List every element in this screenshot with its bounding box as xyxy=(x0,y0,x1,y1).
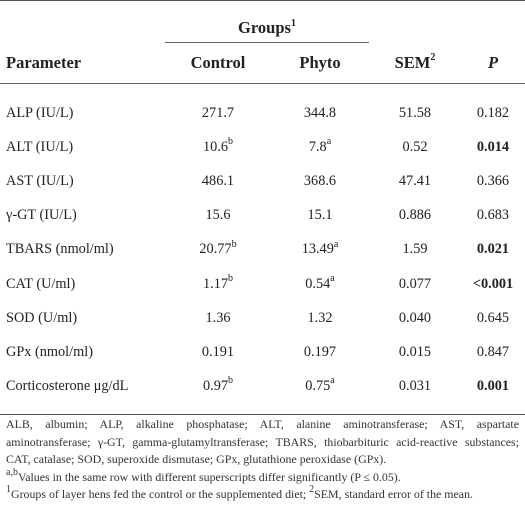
cell-sem: 1.59 xyxy=(402,241,428,258)
header-p: P xyxy=(487,52,499,72)
table-row: TBARS (nmol/ml) 20.77b 13.49a 1.59 0.021 xyxy=(0,233,525,267)
cell-p-value: 0.182 xyxy=(476,104,510,121)
cell-control: 1.36 xyxy=(205,309,231,326)
cell-sem: 47.41 xyxy=(398,172,432,189)
cell-control: 10.6b xyxy=(202,136,234,155)
cell-phyto: 1.32 xyxy=(307,309,333,326)
cell-p-value: 0.014 xyxy=(476,138,510,155)
cell-parameter: SOD (U/ml) xyxy=(6,309,78,326)
cell-parameter: CAT (U/ml) xyxy=(6,275,76,292)
groups-header-row: Groups1 xyxy=(0,0,525,43)
cell-phyto: 0.197 xyxy=(303,343,337,360)
cell-control: 0.191 xyxy=(201,343,235,360)
groups-and-sem-note: 1Groups of layer hens fed the control or… xyxy=(6,484,473,502)
groups-header: Groups1 xyxy=(165,0,369,43)
cell-parameter: GPx (nmol/ml) xyxy=(6,343,93,360)
cell-parameter: ALT (IU/L) xyxy=(6,138,74,155)
cell-sem: 0.52 xyxy=(402,138,428,155)
results-table: Groups1 Parameter Control Phyto SEM2 P A… xyxy=(0,0,525,415)
table-row: γ-GT (IU/L) 15.6 15.1 0.886 0.683 xyxy=(0,199,525,233)
cell-phyto: 0.54a xyxy=(305,272,335,292)
header-parameter: Parameter xyxy=(6,52,82,72)
cell-sem: 0.077 xyxy=(398,275,432,292)
cell-p-value: 0.001 xyxy=(476,378,510,395)
cell-parameter: Corticosterone μg/dL xyxy=(6,378,129,395)
table-row: GPx (nmol/ml) 0.191 0.197 0.015 0.847 xyxy=(0,335,525,369)
cell-control: 486.1 xyxy=(201,172,235,189)
cell-phyto: 7.8a xyxy=(308,136,332,155)
cell-sem: 0.886 xyxy=(398,207,432,224)
table-row: AST (IU/L) 486.1 368.6 47.41 0.366 xyxy=(0,164,525,198)
cell-parameter: ALP (IU/L) xyxy=(6,104,74,121)
cell-control: 271.7 xyxy=(201,104,235,121)
abbreviations-note: ALB, albumin; ALP, alkaline phosphatase;… xyxy=(6,417,519,467)
cell-phyto: 0.75a xyxy=(305,375,335,395)
table-footnotes: ALB, albumin; ALP, alkaline phosphatase;… xyxy=(6,416,519,504)
cell-sem: 0.015 xyxy=(398,343,432,360)
cell-control: 15.6 xyxy=(205,207,231,224)
table-row: ALP (IU/L) 271.7 344.8 51.58 0.182 xyxy=(0,96,525,130)
cell-p-value: 0.847 xyxy=(476,343,510,360)
cell-parameter: γ-GT (IU/L) xyxy=(6,207,77,224)
cell-parameter: AST (IU/L) xyxy=(6,172,74,189)
cell-phyto: 13.49a xyxy=(301,238,339,258)
cell-control: 1.17b xyxy=(202,272,234,292)
cell-p-value: 0.683 xyxy=(476,207,510,224)
cell-phyto: 368.6 xyxy=(303,172,337,189)
header-control: Control xyxy=(190,53,246,72)
significance-note: a,bValues in the same row with different… xyxy=(6,466,401,484)
cell-p-value: 0.645 xyxy=(476,309,510,326)
cell-control: 0.97b xyxy=(202,375,234,395)
cell-sem: 0.031 xyxy=(398,378,432,395)
column-header-row: Parameter Control Phyto SEM2 P xyxy=(0,43,525,84)
cell-parameter: TBARS (nmol/ml) xyxy=(6,241,114,258)
header-phyto: Phyto xyxy=(299,53,341,72)
cell-sem: 0.040 xyxy=(398,309,432,326)
cell-control: 20.77b xyxy=(199,238,237,258)
table-row: ALT (IU/L) 10.6b 7.8a 0.52 0.014 xyxy=(0,130,525,164)
cell-p-value: 0.366 xyxy=(476,172,510,189)
table-row: SOD (U/ml) 1.36 1.32 0.040 0.645 xyxy=(0,301,525,335)
table-row: CAT (U/ml) 1.17b 0.54a 0.077 <0.001 xyxy=(0,267,525,301)
header-sem: SEM2 xyxy=(394,52,436,72)
cell-phyto: 15.1 xyxy=(307,207,333,224)
table-row: Corticosterone μg/dL 0.97b 0.75a 0.031 0.001 xyxy=(0,370,525,404)
cell-sem: 51.58 xyxy=(398,104,432,121)
cell-p-value: <0.001 xyxy=(472,275,514,292)
cell-p-value: 0.021 xyxy=(476,241,510,258)
cell-phyto: 344.8 xyxy=(303,104,337,121)
